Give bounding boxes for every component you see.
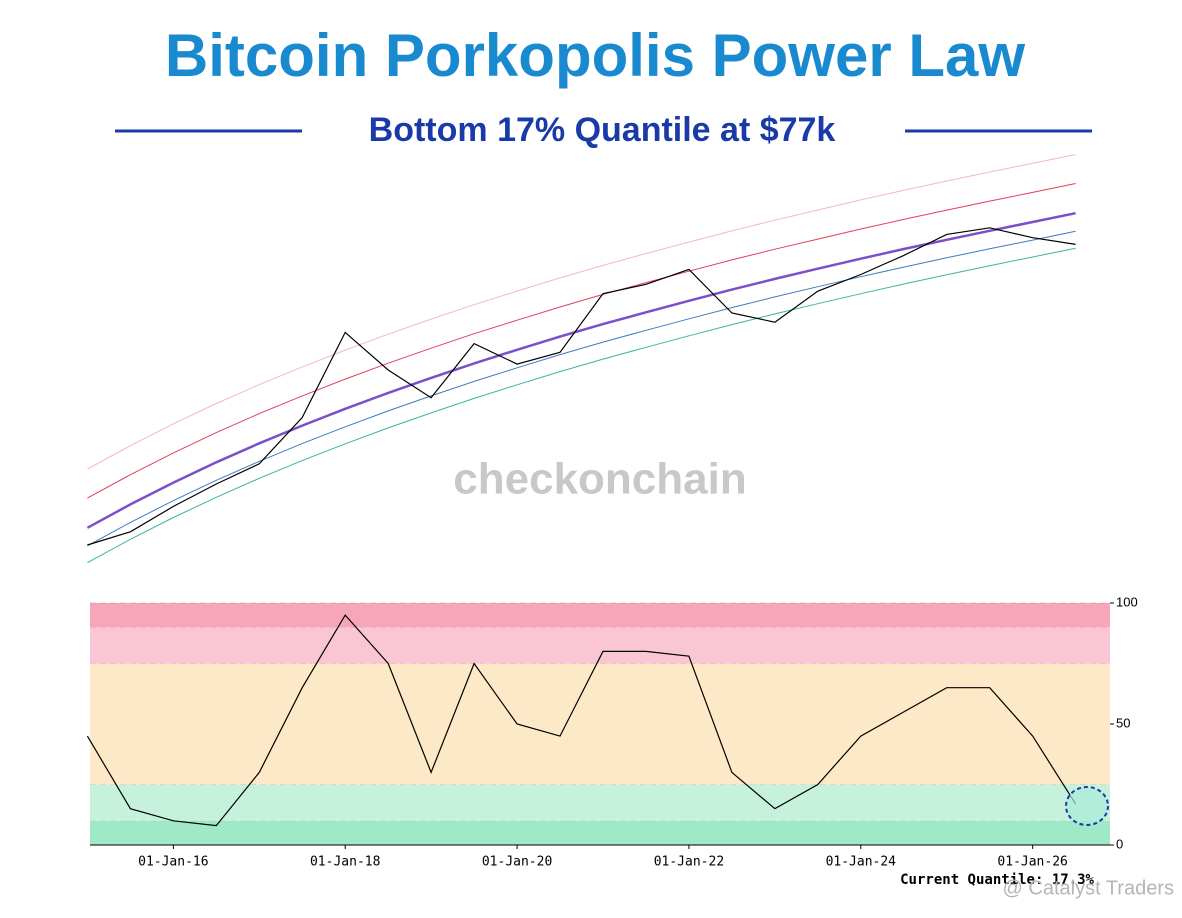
- data-line: [87, 230, 1076, 547]
- data-line: [86, 614, 1077, 827]
- highlight-circle: [1065, 786, 1109, 826]
- x-tick-label: 01-Jan-20: [482, 855, 552, 870]
- data-line: [87, 183, 1076, 499]
- zone: [90, 603, 1110, 628]
- x-tick-label: 01-Jan-18: [310, 855, 380, 870]
- zone: [90, 663, 1110, 785]
- chart-subtitle: Bottom 17% Quantile at $77k: [369, 111, 836, 149]
- credit: @ Catalyst Traders: [1003, 877, 1174, 899]
- zone: [90, 820, 1110, 845]
- watermark: checkonchain: [453, 455, 746, 504]
- data-line: [86, 211, 1076, 529]
- chart-title: Bitcoin Porkopolis Power Law: [165, 22, 1025, 89]
- plot-layer: 0 50 100 01-Jan-16 01-Jan-18 01-Jan-20 01-Jan-…: [86, 154, 1138, 870]
- data-line: [87, 227, 1076, 546]
- annotation: Current Quantile: 17.3%: [900, 872, 1094, 888]
- y-tick-label: 50: [1116, 715, 1130, 730]
- data-line: [87, 154, 1076, 470]
- x-tick-label: 01-Jan-22: [654, 855, 724, 870]
- y-tick-label: 0: [1116, 836, 1123, 851]
- x-tick-label: 01-Jan-16: [138, 855, 208, 870]
- zone: [90, 784, 1110, 821]
- y-tick-label: 100: [1116, 594, 1138, 609]
- data-line: [87, 247, 1076, 564]
- x-tick-label: 01-Jan-26: [997, 855, 1067, 870]
- x-tick-label: 01-Jan-24: [826, 855, 897, 870]
